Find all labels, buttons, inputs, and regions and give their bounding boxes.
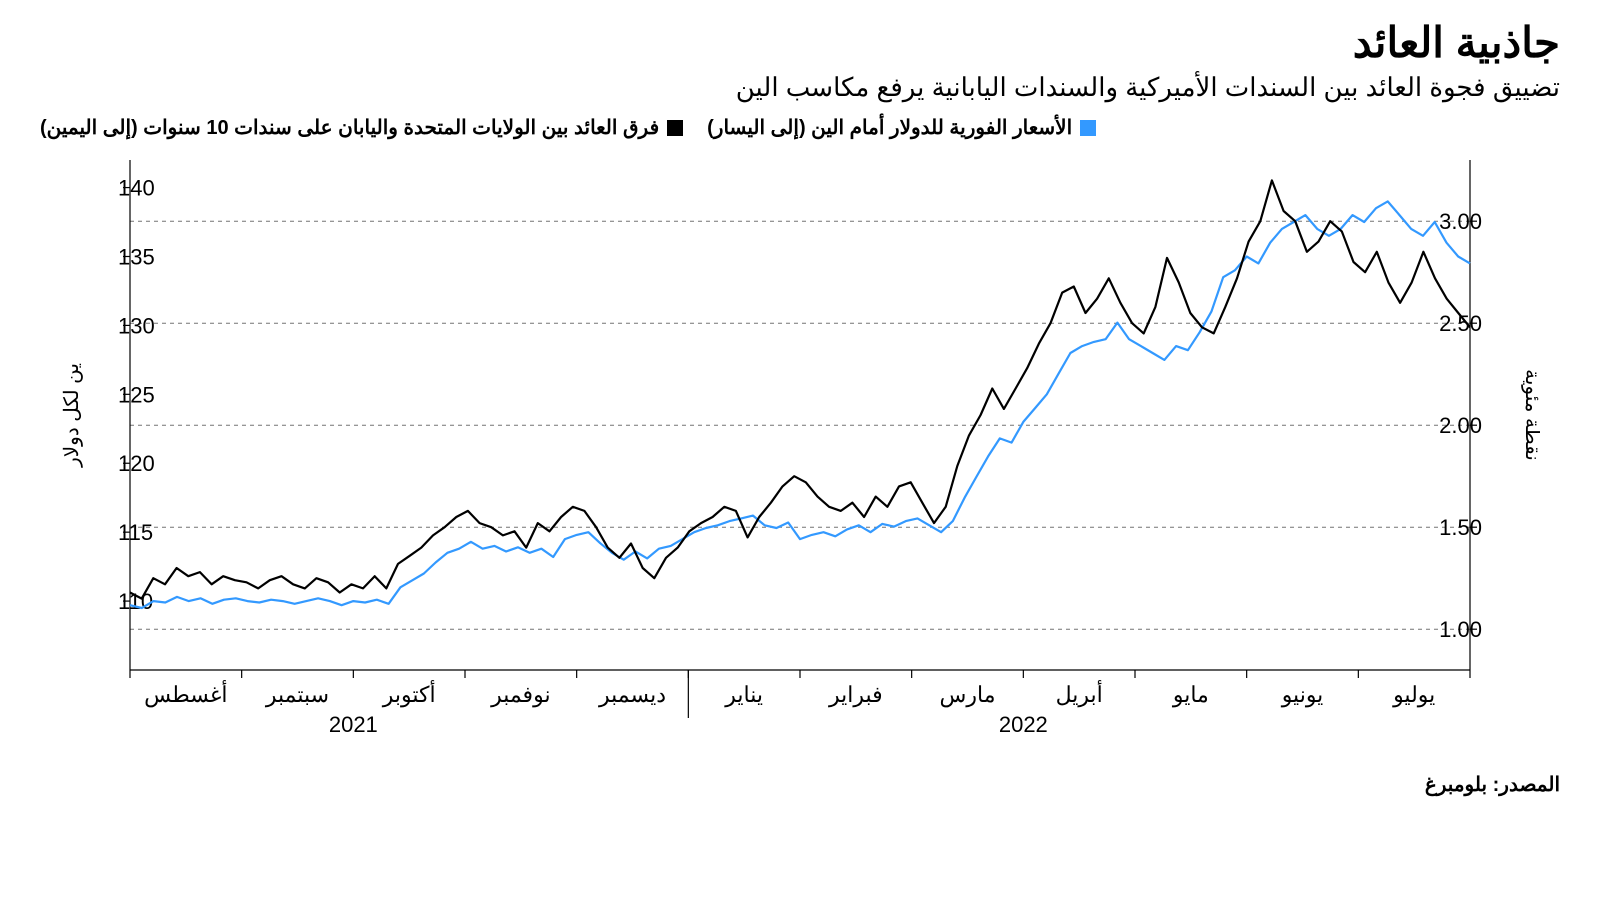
- svg-text:سبتمبر: سبتمبر: [265, 682, 329, 708]
- legend-label-spread: فرق العائد بين الولايات المتحدة واليابان…: [40, 115, 659, 140]
- svg-text:أغسطس: أغسطس: [144, 679, 227, 708]
- svg-text:2022: 2022: [999, 712, 1048, 737]
- legend-item-spread: فرق العائد بين الولايات المتحدة واليابان…: [40, 115, 683, 140]
- svg-text:مارس: مارس: [940, 682, 996, 708]
- legend-swatch-black: [667, 120, 683, 136]
- legend-label-yen: الأسعار الفورية للدولار أمام الين (إلى ا…: [707, 115, 1072, 140]
- legend-swatch-blue: [1080, 120, 1096, 136]
- svg-text:أكتوبر: أكتوبر: [382, 679, 436, 708]
- chart-plot: 1.001.502.002.503.0011011512012513013514…: [60, 150, 1540, 760]
- svg-text:فبراير: فبراير: [828, 682, 883, 708]
- chart-source: المصدر: بلومبرغ: [40, 772, 1560, 797]
- svg-text:يونيو: يونيو: [1281, 682, 1324, 708]
- svg-text:مايو: مايو: [1172, 682, 1209, 708]
- svg-text:2021: 2021: [329, 712, 378, 737]
- svg-text:ديسمبر: ديسمبر: [598, 682, 666, 708]
- chart-svg: 1.001.502.002.503.0011011512012513013514…: [60, 150, 1540, 760]
- svg-text:ين لكل دولار: ين لكل دولار: [61, 363, 83, 468]
- svg-text:يناير: يناير: [724, 682, 763, 708]
- svg-text:أبريل: أبريل: [1056, 679, 1103, 708]
- chart-title: جاذبية العائد: [40, 20, 1560, 66]
- svg-text:يوليو: يوليو: [1392, 682, 1435, 708]
- legend: فرق العائد بين الولايات المتحدة واليابان…: [40, 115, 1560, 140]
- svg-text:نقطة مئوية: نقطة مئوية: [1521, 369, 1540, 461]
- chart-subtitle: تضييق فجوة العائد بين السندات الأميركية …: [40, 72, 1560, 103]
- legend-item-yen: الأسعار الفورية للدولار أمام الين (إلى ا…: [707, 115, 1096, 140]
- svg-text:نوفمبر: نوفمبر: [490, 682, 551, 708]
